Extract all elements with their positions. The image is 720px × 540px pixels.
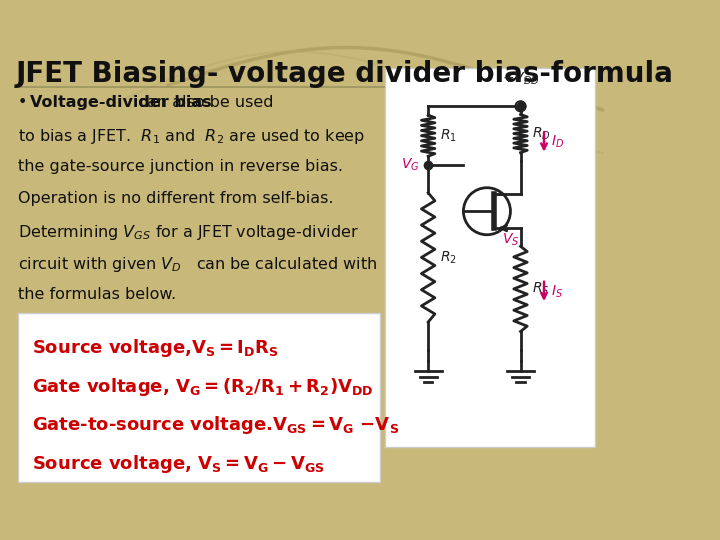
Text: circuit with given $\mathit{V_D}$   can be calculated with: circuit with given $\mathit{V_D}$ can be… [19, 255, 378, 274]
Text: Voltage-divider bias: Voltage-divider bias [30, 96, 212, 110]
Text: Operation is no different from self-bias.: Operation is no different from self-bias… [19, 191, 334, 206]
Text: JFET Biasing- voltage divider bias-formula: JFET Biasing- voltage divider bias-formu… [15, 60, 673, 88]
Text: Source voltage, $\mathbf{V_S = V_G - V_{GS}}$: Source voltage, $\mathbf{V_S = V_G - V_{… [32, 453, 325, 475]
Text: Gate-to-source voltage.$\mathbf{V_{GS}=V_G}$ $\mathbf{-V_S}$: Gate-to-source voltage.$\mathbf{V_{GS}=V… [32, 414, 399, 436]
Text: Source voltage,$\mathbf{V_S = I_D R_S}$: Source voltage,$\mathbf{V_S = I_D R_S}$ [32, 337, 279, 359]
Text: Determining $\mathit{V_{GS}}$ for a JFET voltage-divider: Determining $\mathit{V_{GS}}$ for a JFET… [19, 223, 359, 242]
Text: $R_S$: $R_S$ [532, 281, 550, 297]
Text: the formulas below.: the formulas below. [19, 287, 176, 302]
Text: •: • [19, 96, 33, 110]
Text: Gate voltage, $\mathbf{V_G =(R_2/ R_1+R_2)V_{DD}}$: Gate voltage, $\mathbf{V_G =(R_2/ R_1+R_… [32, 376, 374, 398]
Text: $R_2$: $R_2$ [440, 249, 456, 266]
Text: the gate-source junction in reverse bias.: the gate-source junction in reverse bias… [19, 159, 343, 174]
Text: $V_G$: $V_G$ [401, 157, 420, 173]
Text: $I_S$: $I_S$ [551, 283, 563, 300]
Text: $I_D$: $I_D$ [551, 134, 564, 150]
Text: $+V_{DD}$: $+V_{DD}$ [502, 71, 539, 87]
Text: can also be used: can also be used [132, 96, 273, 110]
Text: to bias a JFET.  $\mathit{R_1}$ and  $\mathit{R_2}$ are used to keep: to bias a JFET. $\mathit{R_1}$ and $\mat… [19, 127, 366, 146]
Text: $V_S$: $V_S$ [502, 231, 519, 248]
FancyBboxPatch shape [17, 313, 380, 482]
Text: $R_D$: $R_D$ [532, 125, 551, 142]
FancyBboxPatch shape [385, 68, 595, 447]
Text: $R_1$: $R_1$ [440, 127, 456, 144]
